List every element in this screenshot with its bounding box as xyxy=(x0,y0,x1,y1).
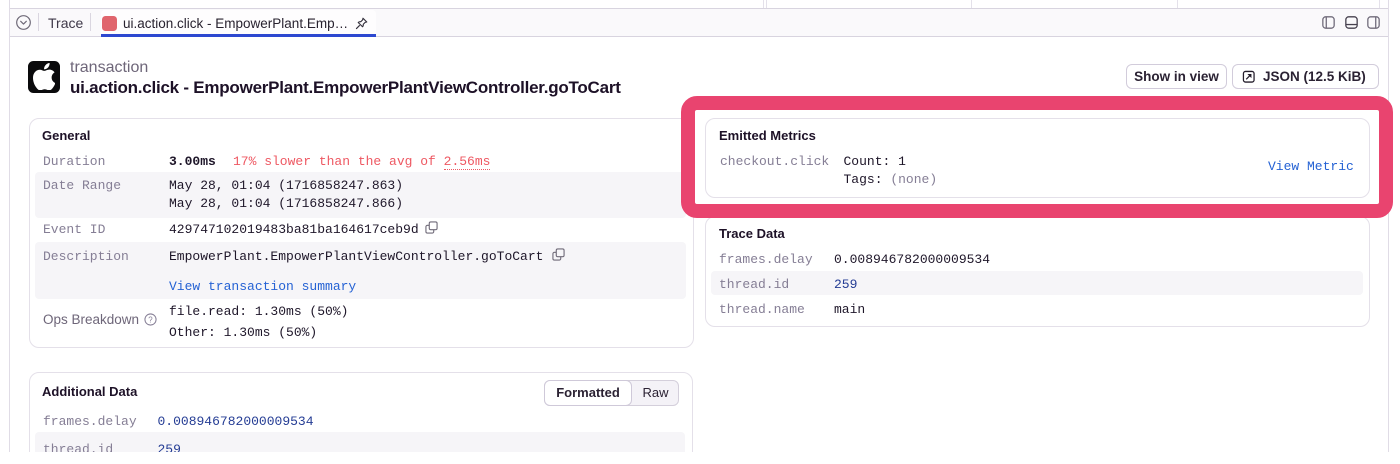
svg-text:?: ? xyxy=(148,315,153,324)
